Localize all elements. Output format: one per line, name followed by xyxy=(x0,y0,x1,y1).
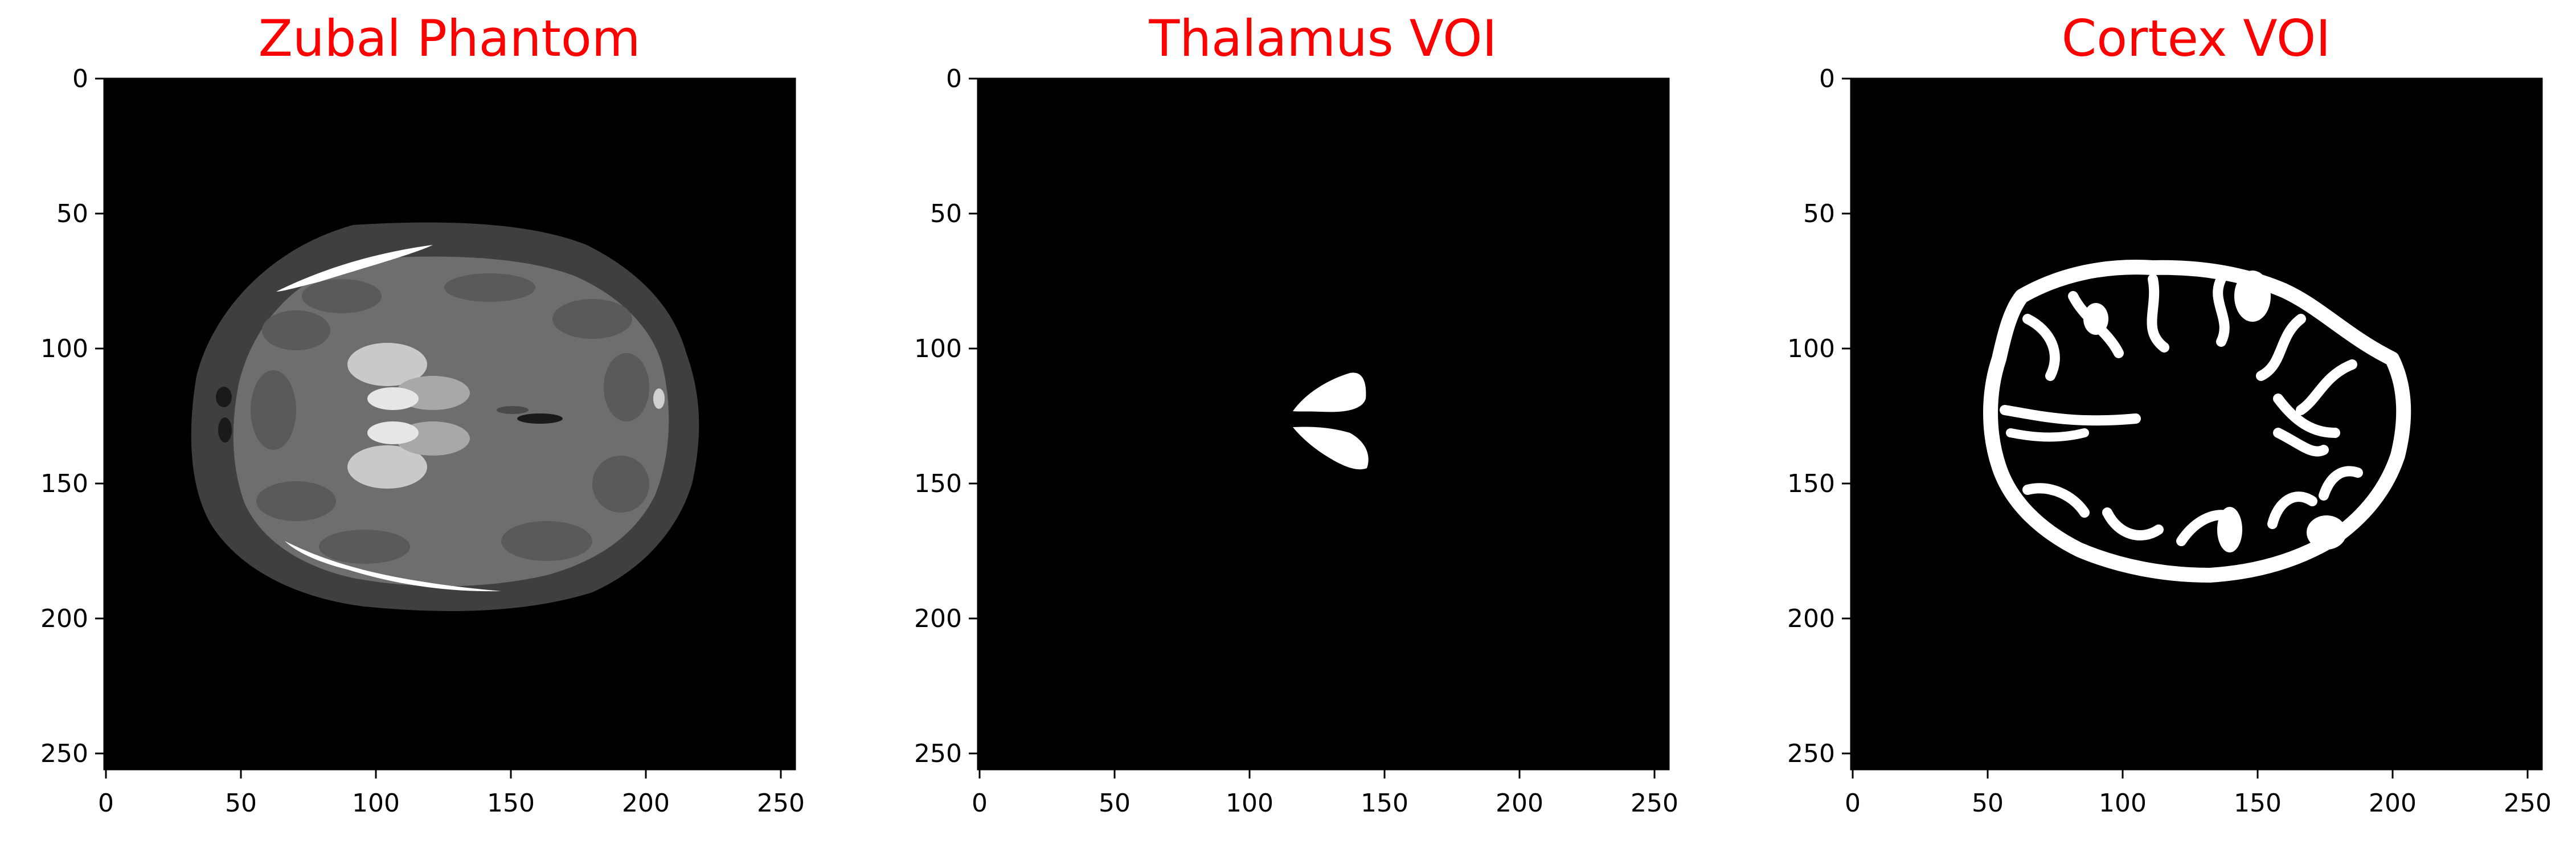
image-background xyxy=(1851,79,2542,769)
deep-nuclei xyxy=(347,343,470,489)
axes-frame xyxy=(1850,77,2543,771)
y-tick-label: 200 xyxy=(1787,604,1835,633)
cortex-fold xyxy=(2273,394,2340,438)
cortex-fold xyxy=(2147,274,2169,353)
y-tick-label: 250 xyxy=(914,739,962,768)
x-tick-label: 100 xyxy=(1226,789,1273,818)
skull-bone-bottom xyxy=(285,541,501,592)
x-tick-label: 50 xyxy=(1099,789,1131,818)
y-tick-label: 200 xyxy=(914,604,962,633)
x-tick-label: 0 xyxy=(972,789,988,818)
x-axis: 0 50 100 150 200 250 xyxy=(1845,769,2552,818)
thalamus-right-lobe xyxy=(1293,427,1369,470)
x-tick-label: 250 xyxy=(757,789,805,818)
thalamus-left-lobe xyxy=(1293,372,1366,412)
cortex-fold xyxy=(2273,428,2329,457)
x-tick-label: 150 xyxy=(1361,789,1408,818)
y-tick-label: 100 xyxy=(1787,334,1835,363)
panel-cortex-voi: Cortex VOI xyxy=(1787,9,2552,818)
x-tick-label: 200 xyxy=(622,789,670,818)
panel-title: Cortex VOI xyxy=(2062,9,2331,68)
dark-structures xyxy=(216,387,563,443)
brain-region xyxy=(233,256,669,587)
y-tick-label: 100 xyxy=(40,334,88,363)
y-tick-label: 0 xyxy=(72,64,88,93)
cortex-fold xyxy=(2296,359,2357,415)
gray-matter-folds xyxy=(251,273,649,564)
y-tick-label: 150 xyxy=(1787,469,1835,498)
cortex-fold xyxy=(2319,466,2363,501)
cortex-mask-blobs xyxy=(2083,271,2346,552)
x-tick-label: 50 xyxy=(1972,789,2004,818)
cortex-fold xyxy=(2267,491,2317,529)
y-tick-label: 50 xyxy=(56,199,88,228)
cortex-fold xyxy=(2213,274,2230,347)
x-tick-label: 100 xyxy=(352,789,400,818)
bright-spot-right xyxy=(653,388,665,409)
cortex-fold xyxy=(2022,314,2060,381)
cortex-fold xyxy=(2006,428,2089,442)
x-tick-label: 200 xyxy=(2369,789,2417,818)
x-tick-label: 0 xyxy=(1845,789,1861,818)
y-tick-label: 100 xyxy=(914,334,962,363)
axes-frame xyxy=(103,77,796,771)
image-background xyxy=(978,79,1669,769)
panel-title: Thalamus VOI xyxy=(1148,9,1497,68)
y-tick-label: 0 xyxy=(946,64,962,93)
y-tick-label: 200 xyxy=(40,604,88,633)
cortex-fold xyxy=(2256,314,2306,381)
y-tick-label: 50 xyxy=(930,199,962,228)
y-tick-label: 0 xyxy=(1819,64,1835,93)
y-tick-label: 50 xyxy=(1803,199,1835,228)
x-tick-label: 250 xyxy=(1631,789,1678,818)
y-tick-label: 250 xyxy=(1787,739,1835,768)
x-axis: 0 50 100 150 200 250 xyxy=(972,769,1678,818)
cortex-fold xyxy=(2102,507,2164,540)
cortex-fold xyxy=(2022,483,2090,518)
panel-thalamus-voi: Thalamus VOI 0 50 100 150 200 250 xyxy=(914,9,1678,818)
thalamus-mask xyxy=(1293,372,1369,470)
y-axis: 0 50 100 150 200 250 xyxy=(40,64,104,768)
x-tick-label: 50 xyxy=(225,789,257,818)
y-tick-label: 250 xyxy=(40,739,88,768)
skull-bone-top xyxy=(276,245,433,292)
panel-zubal-phantom: Zubal Phantom xyxy=(40,9,805,818)
y-axis: 0 50 100 150 200 250 xyxy=(1787,64,1851,768)
axes-frame xyxy=(977,77,1670,771)
x-tick-label: 100 xyxy=(2099,789,2147,818)
y-tick-label: 150 xyxy=(914,469,962,498)
phantom-image xyxy=(191,222,699,611)
x-tick-label: 200 xyxy=(1496,789,1543,818)
x-tick-label: 250 xyxy=(2504,789,2552,818)
panel-title: Zubal Phantom xyxy=(259,9,641,68)
cortex-fold xyxy=(2000,405,2141,426)
x-tick-label: 150 xyxy=(2234,789,2282,818)
x-tick-label: 150 xyxy=(487,789,535,818)
x-tick-label: 0 xyxy=(98,789,114,818)
y-axis: 0 50 100 150 200 250 xyxy=(914,64,978,768)
y-tick-label: 150 xyxy=(40,469,88,498)
x-axis: 0 50 100 150 200 250 xyxy=(98,769,805,818)
